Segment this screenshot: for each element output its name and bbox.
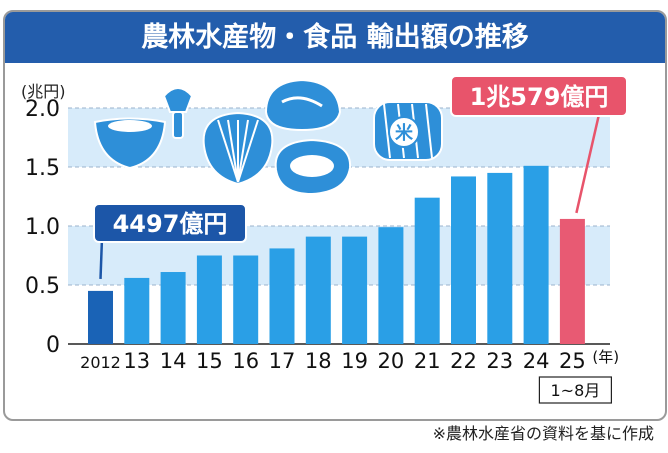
- bar: [559, 218, 585, 344]
- x-tick-label: 19: [341, 349, 368, 373]
- x-tick-label: 25: [559, 349, 586, 373]
- bar: [342, 236, 368, 344]
- x-tick-label: 20: [378, 349, 405, 373]
- food-icons: 米: [93, 78, 443, 196]
- y-tick-label: 0.5: [25, 274, 60, 299]
- bar: [196, 255, 222, 344]
- scallop-icon: [202, 111, 274, 186]
- bar: [414, 197, 440, 344]
- y-tick-label: 1.0: [25, 215, 60, 240]
- wagyu-beef-icon: [264, 78, 342, 132]
- callout-box-red: [450, 75, 628, 117]
- x-tick-label: 24: [523, 349, 550, 373]
- steak-icon: [274, 138, 352, 196]
- rice-bowl-icon: [93, 117, 167, 170]
- callout-box-blue: [93, 203, 247, 243]
- x-tick-label: 18: [305, 349, 332, 373]
- x-tick-label: 14: [160, 349, 187, 373]
- bar: [124, 277, 150, 344]
- y-tick-label: 0: [46, 333, 60, 358]
- period-note: 1~8月: [551, 381, 601, 400]
- x-tick-label: 23: [486, 349, 513, 373]
- x-tick-label: 21: [414, 349, 441, 373]
- chart-title: 農林水産物・食品 輸出額の推移: [5, 12, 665, 63]
- source-note: ※農林水産省の資料を基に作成: [432, 424, 654, 443]
- callout-leader-red: [575, 109, 602, 214]
- x-axis-unit-label: (年): [592, 348, 619, 366]
- rice-bale-icon: 米: [373, 101, 443, 161]
- y-tick-label: 1.5: [25, 156, 60, 181]
- bar: [88, 290, 113, 344]
- callout-label-start: 4497億円: [113, 210, 228, 238]
- rice-kanji-icon: 米: [395, 122, 414, 144]
- callout-leader-blue: [99, 237, 104, 279]
- x-tick-label: 13: [123, 349, 150, 373]
- bar: [269, 248, 295, 344]
- x-tick-label: 15: [196, 349, 223, 373]
- bar: [487, 172, 513, 344]
- y-axis-unit-label: (兆円): [21, 82, 66, 101]
- bar: [378, 227, 404, 344]
- x-tick-label: 16: [232, 349, 259, 373]
- bar: [233, 255, 259, 344]
- period-note-box: [538, 376, 613, 404]
- x-tick-label: 17: [269, 349, 296, 373]
- bar: [523, 165, 549, 344]
- callout-label-latest: 1兆579億円: [470, 83, 609, 111]
- tea-whisk-icon: [162, 87, 194, 139]
- x-tick-label: 2012: [80, 353, 121, 372]
- x-tick-label: 22: [450, 349, 477, 373]
- bar: [451, 176, 476, 344]
- bar: [305, 236, 331, 344]
- bar: [160, 272, 186, 344]
- y-tick-label: 2.0: [25, 97, 60, 122]
